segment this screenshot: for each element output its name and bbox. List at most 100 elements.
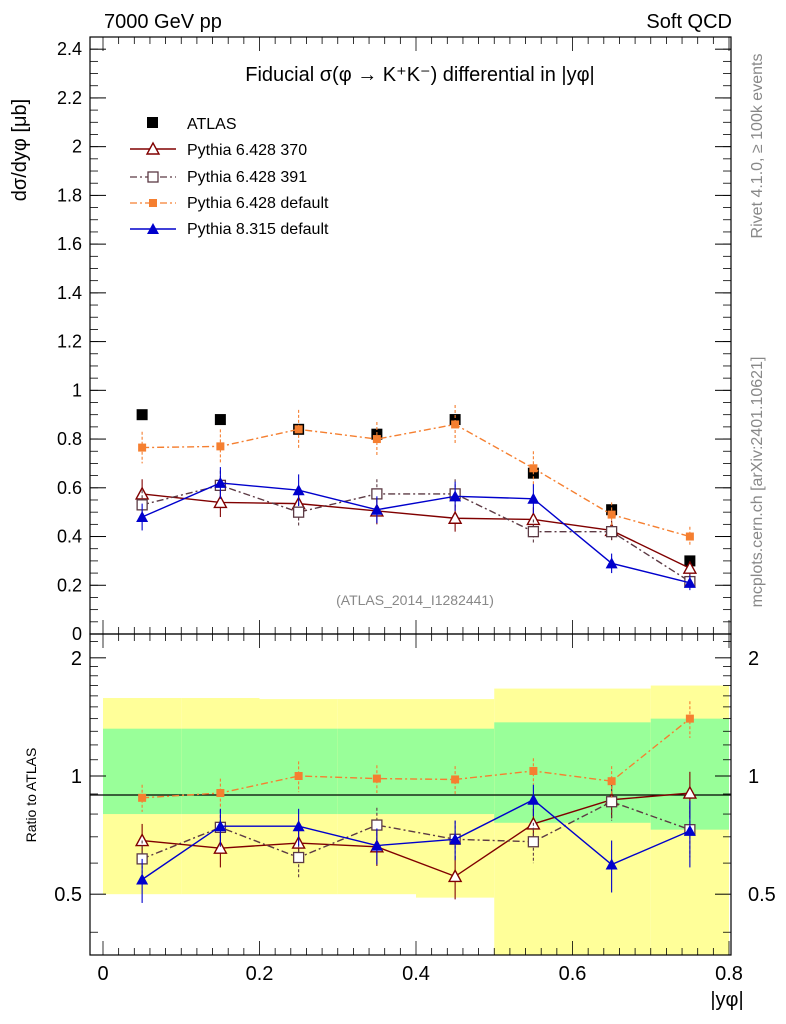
ratio-series-pdefault	[138, 701, 694, 812]
ratio-x-ticks: 0 0.2 0.4 0.6 0.8	[97, 634, 743, 985]
ratio-y-tick-label: 2	[71, 648, 82, 670]
ratio-line-p370	[142, 792, 690, 878]
legend-marker-pdefault	[149, 199, 157, 207]
main-point-p8	[449, 490, 462, 502]
main-panel: 0 0.2 0.4 0.6 0.8 1 1.2 1.4 1.6 1.8 2 2.2 2.4 Fiduci…	[9, 36, 732, 644]
main-point-atlas	[214, 414, 226, 426]
ratio-point-p8	[292, 820, 305, 832]
ratio-point-p8	[683, 824, 696, 836]
main-point-pdefault	[372, 435, 381, 444]
ratio-line-pdefault	[142, 718, 691, 799]
main-point-p370	[134, 486, 150, 500]
main-marks	[134, 404, 698, 591]
x-tick-label: 0.4	[402, 963, 430, 985]
legend-label-p370: Pythia 6.428 370	[187, 142, 307, 159]
legend-entry-p391: Pythia 6.428 391	[130, 169, 307, 186]
ratio-point-p8	[605, 858, 618, 870]
main-point-atlas	[449, 414, 461, 426]
main-point-pdefault	[607, 510, 616, 519]
main-y-tick-label: 1.2	[57, 332, 82, 352]
ratio-point-pdefault	[451, 775, 460, 784]
main-series-pdefault	[138, 404, 694, 547]
main-line-p370	[142, 493, 691, 569]
ratio-frame	[89, 633, 732, 956]
main-y-tick-label: 0.6	[57, 478, 82, 498]
ratio-point-p8	[527, 793, 540, 805]
main-y-tick-label: 2.2	[57, 88, 82, 108]
ratio-point-pdefault	[529, 766, 538, 775]
ratio-bands	[103, 685, 729, 955]
ratio-y-label: Ratio to ATLAS	[23, 748, 39, 843]
legend: ATLAS Pythia 6.428 370 Pythia 6.428 391 …	[130, 116, 329, 238]
main-y-tick-label: 1	[72, 380, 82, 400]
x-tick-label: 0.8	[715, 963, 743, 985]
main-line-p8	[141, 482, 691, 584]
main-series-p8	[136, 467, 696, 591]
legend-entry-pdefault: Pythia 6.428 default	[130, 195, 329, 212]
main-y-tick-label: 0	[72, 624, 82, 644]
ratio-y-ticks: 0.5 0.5 1 1 2 2	[54, 641, 776, 933]
main-point-pdefault	[138, 443, 147, 452]
legend-marker-p8	[147, 223, 159, 234]
legend-entry-p8: Pythia 8.315 default	[130, 221, 329, 238]
ratio-y-tick-label-right: 0.5	[748, 884, 776, 906]
ratio-point-p391	[527, 836, 540, 848]
main-point-p8	[214, 476, 227, 488]
ratio-point-pdefault	[294, 772, 303, 781]
main-y-ticks: 0 0.2 0.4 0.6 0.8 1 1.2 1.4 1.6 1.8 2 2.2 2.4	[57, 36, 731, 644]
main-point-p8	[527, 492, 540, 504]
rivet-label: Rivet 4.1.0, ≥ 100k events	[749, 54, 766, 239]
analysis-watermark: (ATLAS_2014_I1282441)	[336, 592, 494, 608]
main-point-pdefault	[216, 442, 225, 451]
main-point-p391	[292, 506, 305, 518]
main-point-p370	[213, 494, 228, 509]
ratio-point-p8	[214, 820, 227, 832]
main-y-tick-label: 0.4	[57, 527, 82, 547]
legend-marker-p370	[145, 141, 161, 155]
ratio-point-p8	[449, 833, 462, 845]
legend-marker-atlas	[147, 117, 158, 128]
main-title: Fiducial σ(φ → K⁺K⁻) differential in |yφ…	[245, 64, 595, 86]
ratio-y-tick-label: 1	[71, 766, 82, 788]
ratio-point-pdefault	[216, 789, 225, 798]
energy-label: 7000 GeV pp	[104, 11, 222, 33]
main-point-p391	[527, 526, 540, 538]
ratio-point-pdefault	[138, 793, 147, 802]
main-y-label: dσ/dyφ [μb]	[9, 99, 31, 201]
legend-label-atlas: ATLAS	[187, 116, 237, 133]
ratio-point-pdefault	[607, 777, 616, 786]
ratio-point-p370	[682, 785, 698, 799]
x-tick-label: 0.2	[246, 963, 274, 985]
main-point-p8	[683, 576, 696, 588]
ratio-point-p8	[136, 873, 149, 885]
ratio-point-pdefault	[685, 714, 694, 723]
ratio-marks	[134, 701, 698, 903]
ratio-panel: 0.5 0.51 12 2 0 0.2 0.4 0.6 0.8 Ratio to ATLAS …	[23, 633, 776, 1011]
ratio-series-p8	[136, 784, 696, 903]
legend-label-pdefault: Pythia 6.428 default	[187, 195, 329, 212]
main-point-pdefault	[529, 464, 538, 473]
main-point-p370	[682, 560, 698, 574]
ratio-point-pdefault	[372, 774, 381, 783]
main-y-tick-label: 1.8	[57, 185, 82, 205]
process-label: Soft QCD	[646, 11, 732, 33]
main-point-p8	[292, 484, 305, 496]
ratio-point-p391	[292, 851, 305, 864]
ratio-line-p8	[141, 798, 691, 881]
x-tick-label: 0	[97, 963, 108, 985]
main-line-pdefault	[142, 423, 691, 538]
main-y-tick-label: 0.8	[57, 429, 82, 449]
x-axis-label: |yφ|	[710, 989, 743, 1011]
ratio-y-tick-label: 0.5	[54, 884, 82, 906]
main-y-tick-label: 0.2	[57, 575, 82, 595]
main-y-tick-label: 2	[72, 137, 82, 157]
x-tick-label: 0.6	[559, 963, 587, 985]
main-point-pdefault	[451, 420, 460, 429]
main-line-p391	[141, 484, 691, 583]
legend-marker-p391	[147, 171, 159, 183]
main-point-p8	[136, 511, 149, 523]
ratio-point-p370	[213, 840, 228, 854]
main-y-tick-label: 1.6	[57, 234, 82, 254]
main-y-tick-label: 1.4	[57, 283, 82, 303]
